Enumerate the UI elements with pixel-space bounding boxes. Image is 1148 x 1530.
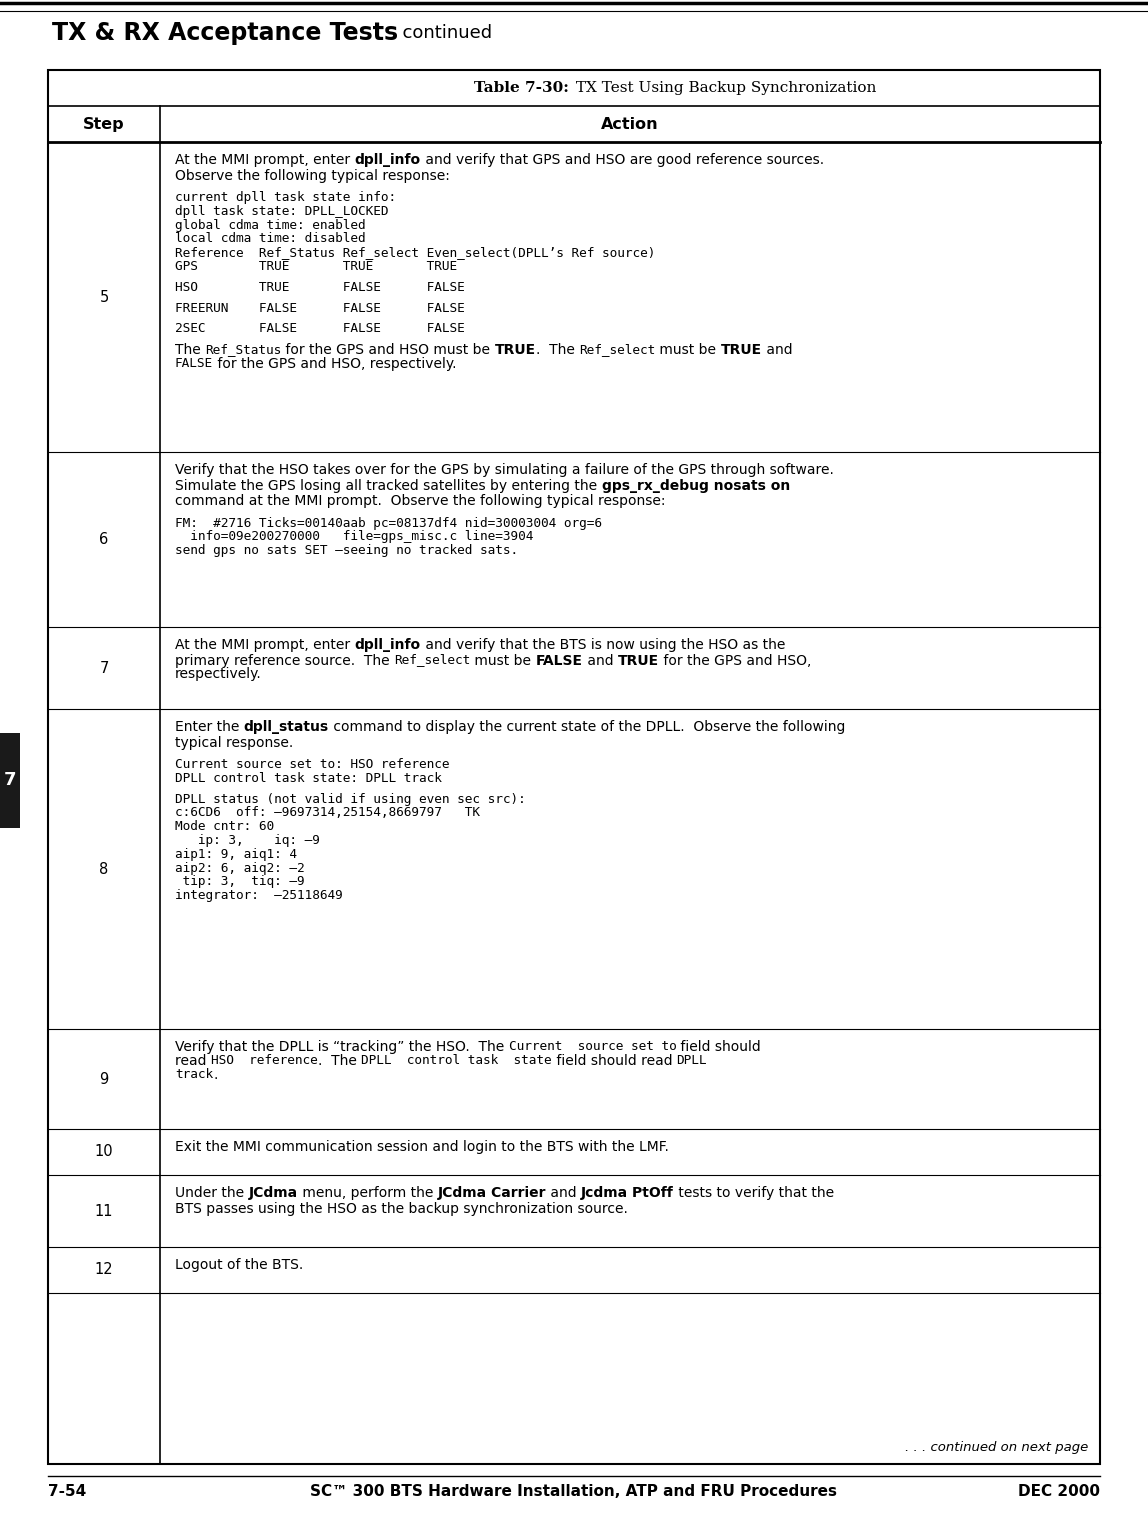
Text: JCdma: JCdma <box>248 1186 297 1200</box>
Text: FM:  #2716 Ticks=00140aab pc=08137df4 nid=30003004 org=6: FM: #2716 Ticks=00140aab pc=08137df4 nid… <box>174 517 602 529</box>
Text: FREERUN    FALSE      FALSE      FALSE: FREERUN FALSE FALSE FALSE <box>174 301 465 315</box>
Text: . . . continued on next page: . . . continued on next page <box>905 1441 1088 1455</box>
Text: for the GPS and HSO,: for the GPS and HSO, <box>659 653 812 667</box>
Text: for the GPS and HSO, respectively.: for the GPS and HSO, respectively. <box>214 356 457 370</box>
Text: dpll_status: dpll_status <box>243 721 328 734</box>
Text: .  The: . The <box>536 343 579 356</box>
Text: 7: 7 <box>3 771 16 789</box>
Text: 6: 6 <box>100 532 109 548</box>
Text: Jcdma PtOff: Jcdma PtOff <box>581 1186 674 1200</box>
Text: Simulate the GPS losing all tracked satellites by entering the: Simulate the GPS losing all tracked sate… <box>174 479 602 493</box>
Text: 7-54: 7-54 <box>48 1484 86 1499</box>
Text: for the GPS and HSO must be: for the GPS and HSO must be <box>281 343 495 356</box>
Text: menu, perform the: menu, perform the <box>297 1186 437 1200</box>
Text: .  The: . The <box>318 1054 360 1068</box>
Text: must be: must be <box>656 343 721 356</box>
Text: At the MMI prompt, enter: At the MMI prompt, enter <box>174 153 355 167</box>
Text: – continued: – continued <box>382 24 492 41</box>
Text: 12: 12 <box>94 1262 114 1278</box>
Text: global cdma time: enabled: global cdma time: enabled <box>174 219 365 231</box>
Text: Observe the following typical response:: Observe the following typical response: <box>174 168 450 182</box>
Text: 8: 8 <box>100 861 109 877</box>
Text: DPLL control task state: DPLL track: DPLL control task state: DPLL track <box>174 771 442 785</box>
Text: field should: field should <box>676 1040 761 1054</box>
Text: dpll task state: DPLL_LOCKED: dpll task state: DPLL_LOCKED <box>174 205 388 217</box>
Text: 9: 9 <box>100 1071 109 1086</box>
Text: Ref_select: Ref_select <box>394 653 471 667</box>
Text: .: . <box>214 1068 217 1082</box>
Text: and verify that the BTS is now using the HSO as the: and verify that the BTS is now using the… <box>420 638 785 652</box>
Text: 10: 10 <box>94 1144 114 1160</box>
Text: JCdma Carrier: JCdma Carrier <box>437 1186 546 1200</box>
Text: tests to verify that the: tests to verify that the <box>674 1186 833 1200</box>
Text: 5: 5 <box>100 289 109 304</box>
Text: field should read: field should read <box>551 1054 676 1068</box>
Text: DPLL status (not valid if using even sec src):: DPLL status (not valid if using even sec… <box>174 793 526 806</box>
Text: DEC 2000: DEC 2000 <box>1018 1484 1100 1499</box>
Text: Exit the MMI communication session and login to the BTS with the LMF.: Exit the MMI communication session and l… <box>174 1140 669 1154</box>
Text: BTS passes using the HSO as the backup synchronization source.: BTS passes using the HSO as the backup s… <box>174 1201 628 1215</box>
Text: 2SEC       FALSE      FALSE      FALSE: 2SEC FALSE FALSE FALSE <box>174 323 465 335</box>
Text: Verify that the HSO takes over for the GPS by simulating a failure of the GPS th: Verify that the HSO takes over for the G… <box>174 464 833 477</box>
Text: Verify that the DPLL is “tracking” the HSO.  The: Verify that the DPLL is “tracking” the H… <box>174 1040 509 1054</box>
Text: command to display the current state of the DPLL.  Observe the following: command to display the current state of … <box>328 721 845 734</box>
Text: dpll_info: dpll_info <box>355 153 420 167</box>
Text: respectively.: respectively. <box>174 667 262 681</box>
Text: 7: 7 <box>100 661 109 676</box>
Text: HSO  reference: HSO reference <box>211 1054 318 1066</box>
Text: The: The <box>174 343 205 356</box>
Text: Current source set to: HSO reference: Current source set to: HSO reference <box>174 757 450 771</box>
Text: FALSE: FALSE <box>174 356 214 370</box>
Text: 11: 11 <box>95 1204 114 1218</box>
Text: and: and <box>583 653 618 667</box>
Text: Step: Step <box>83 116 125 132</box>
Text: typical response.: typical response. <box>174 736 293 750</box>
Text: send gps no sats SET –seeing no tracked sats.: send gps no sats SET –seeing no tracked … <box>174 545 518 557</box>
Text: Table 7-30:: Table 7-30: <box>474 81 569 95</box>
Text: At the MMI prompt, enter: At the MMI prompt, enter <box>174 638 355 652</box>
Text: aip1: 9, aiq1: 4: aip1: 9, aiq1: 4 <box>174 848 297 861</box>
Text: SC™ 300 BTS Hardware Installation, ATP and FRU Procedures: SC™ 300 BTS Hardware Installation, ATP a… <box>310 1484 838 1499</box>
Text: FALSE: FALSE <box>536 653 583 667</box>
Text: Reference  Ref_Status Ref_select Even_select(DPLL’s Ref source): Reference Ref_Status Ref_select Even_sel… <box>174 246 656 259</box>
Text: Logout of the BTS.: Logout of the BTS. <box>174 1258 303 1271</box>
Text: gps_rx_debug nosats on: gps_rx_debug nosats on <box>602 479 790 493</box>
Text: ip: 3,    iq: –9: ip: 3, iq: –9 <box>174 834 320 848</box>
Text: GPS        TRUE       TRUE       TRUE: GPS TRUE TRUE TRUE <box>174 260 457 272</box>
Text: HSO        TRUE       FALSE      FALSE: HSO TRUE FALSE FALSE <box>174 282 465 294</box>
Text: Under the: Under the <box>174 1186 248 1200</box>
Text: current dpll task state info:: current dpll task state info: <box>174 191 396 203</box>
Text: TRUE: TRUE <box>495 343 536 356</box>
Text: and: and <box>762 343 792 356</box>
Text: Ref_Status: Ref_Status <box>205 343 281 356</box>
Text: Enter the: Enter the <box>174 721 243 734</box>
Text: tip: 3,  tiq: –9: tip: 3, tiq: –9 <box>174 875 304 889</box>
Text: TRUE: TRUE <box>721 343 762 356</box>
Bar <box>0 733 20 828</box>
Text: DPLL  control task  state: DPLL control task state <box>360 1054 551 1066</box>
Text: integrator:  –25118649: integrator: –25118649 <box>174 889 343 903</box>
Text: aip2: 6, aiq2: –2: aip2: 6, aiq2: –2 <box>174 861 304 875</box>
Text: dpll_info: dpll_info <box>355 638 420 652</box>
Text: TX Test Using Backup Synchronization: TX Test Using Backup Synchronization <box>571 81 876 95</box>
Text: TRUE: TRUE <box>618 653 659 667</box>
Text: local cdma time: disabled: local cdma time: disabled <box>174 233 365 245</box>
Text: c:6CD6  off: –9697314,25154,8669797   TK: c:6CD6 off: –9697314,25154,8669797 TK <box>174 806 480 820</box>
Text: command at the MMI prompt.  Observe the following typical response:: command at the MMI prompt. Observe the f… <box>174 494 666 508</box>
Text: Mode cntr: 60: Mode cntr: 60 <box>174 820 274 834</box>
Text: Action: Action <box>602 116 659 132</box>
Text: and verify that GPS and HSO are good reference sources.: and verify that GPS and HSO are good ref… <box>420 153 824 167</box>
Text: Ref_select: Ref_select <box>579 343 656 356</box>
Text: read: read <box>174 1054 211 1068</box>
Text: info=09e200270000   file=gps_misc.c line=3904: info=09e200270000 file=gps_misc.c line=3… <box>174 531 534 543</box>
Text: track: track <box>174 1068 214 1080</box>
Text: must be: must be <box>471 653 536 667</box>
Text: primary reference source.  The: primary reference source. The <box>174 653 394 667</box>
Text: Current  source set to: Current source set to <box>509 1040 676 1053</box>
Text: TX & RX Acceptance Tests: TX & RX Acceptance Tests <box>52 21 398 44</box>
Text: DPLL: DPLL <box>676 1054 707 1066</box>
Text: and: and <box>546 1186 581 1200</box>
